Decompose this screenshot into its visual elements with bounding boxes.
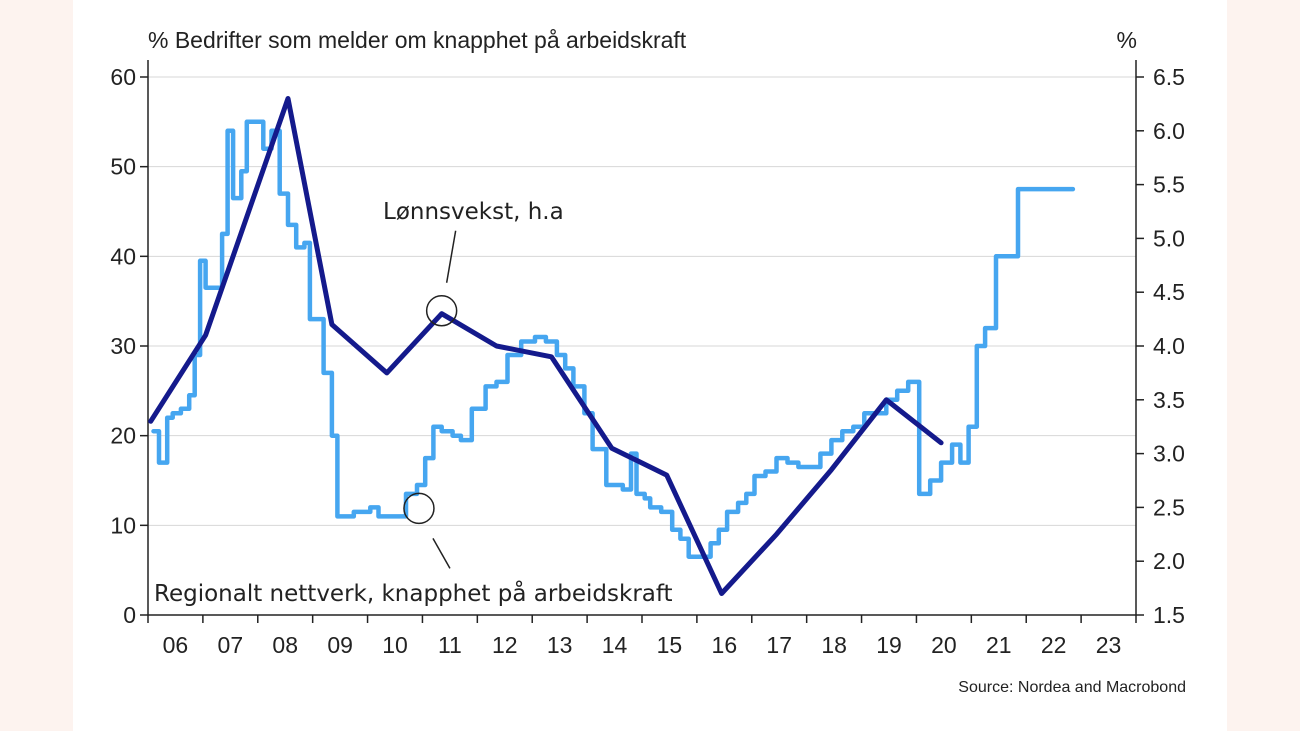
annotation-circle-wage bbox=[425, 294, 458, 327]
left-tick-label-10: 10 bbox=[110, 512, 136, 538]
x-tick-label-22: 22 bbox=[1041, 632, 1067, 658]
x-tick-label-23: 23 bbox=[1096, 632, 1122, 658]
x-tick-label-11: 11 bbox=[438, 632, 462, 658]
left-tick-label-40: 40 bbox=[110, 243, 136, 269]
x-tick-label-07: 07 bbox=[218, 632, 244, 658]
annotation-pointer-wage bbox=[445, 230, 457, 283]
right-tick-label-4.0: 4.0 bbox=[1153, 333, 1185, 359]
right-y-ticks: 1.5 2.0 2.5 3.0 3.5 4.0 4.5 5.0 5.5 6.0 6.5 bbox=[1136, 64, 1185, 628]
annotation-pointer-network bbox=[432, 537, 451, 569]
right-tick-label-2.5: 2.5 bbox=[1153, 494, 1185, 520]
series-line-wage-growth bbox=[148, 96, 944, 596]
right-tick-label-4.5: 4.5 bbox=[1153, 279, 1185, 305]
right-tick-label-6.0: 6.0 bbox=[1153, 118, 1185, 144]
x-tick-label-15: 15 bbox=[657, 632, 683, 658]
right-tick-label-2.0: 2.0 bbox=[1153, 548, 1185, 574]
right-axis-title: % bbox=[1117, 27, 1137, 53]
right-tick-label-5.5: 5.5 bbox=[1153, 172, 1185, 198]
x-tick-label-10: 10 bbox=[382, 632, 408, 658]
source-note: Source: Nordea and Macrobond bbox=[958, 679, 1186, 696]
left-tick-label-50: 50 bbox=[110, 154, 136, 180]
x-tick-label-18: 18 bbox=[821, 632, 847, 658]
x-tick-label-17: 17 bbox=[766, 632, 792, 658]
x-ticks: 06 07 08 09 10 11 12 13 14 15 16 17 18 19 20 21 22 23 bbox=[147, 615, 1137, 658]
right-tick-label-1.5: 1.5 bbox=[1153, 602, 1185, 628]
x-tick-label-12: 12 bbox=[492, 632, 518, 658]
x-tick-label-19: 19 bbox=[876, 632, 902, 658]
x-tick-label-06: 06 bbox=[163, 632, 189, 658]
x-tick-label-13: 13 bbox=[547, 632, 573, 658]
x-tick-label-08: 08 bbox=[272, 632, 298, 658]
x-tick-label-14: 14 bbox=[602, 632, 628, 658]
series-line-labour-shortage bbox=[151, 119, 1076, 559]
right-tick-label-5.0: 5.0 bbox=[1153, 225, 1185, 251]
left-tick-label-20: 20 bbox=[110, 423, 136, 449]
left-tick-label-30: 30 bbox=[110, 333, 136, 359]
annotation-label-network: Regionalt nettverk, knapphet på arbeidsk… bbox=[154, 579, 673, 607]
annotation-circle-network bbox=[403, 492, 435, 525]
right-tick-label-3.0: 3.0 bbox=[1153, 441, 1185, 467]
x-tick-label-09: 09 bbox=[327, 632, 353, 658]
x-tick-label-16: 16 bbox=[712, 632, 738, 658]
series bbox=[148, 96, 1076, 596]
annotation-label-wage: Lønnsvekst, h.a bbox=[383, 199, 564, 225]
x-tick-label-21: 21 bbox=[986, 632, 1012, 658]
left-tick-label-0: 0 bbox=[123, 602, 136, 628]
right-tick-label-6.5: 6.5 bbox=[1153, 64, 1185, 90]
right-tick-label-3.5: 3.5 bbox=[1153, 387, 1185, 413]
x-tick-label-20: 20 bbox=[931, 632, 957, 658]
left-tick-label-60: 60 bbox=[110, 64, 136, 90]
left-y-ticks: 0 10 20 30 40 50 60 bbox=[110, 64, 148, 628]
left-axis-title: % Bedrifter som melder om knapphet på ar… bbox=[148, 27, 687, 53]
annotations: Lønnsvekst, h.a Regionalt nettverk, knap… bbox=[154, 199, 673, 607]
gridlines bbox=[148, 76, 1136, 526]
